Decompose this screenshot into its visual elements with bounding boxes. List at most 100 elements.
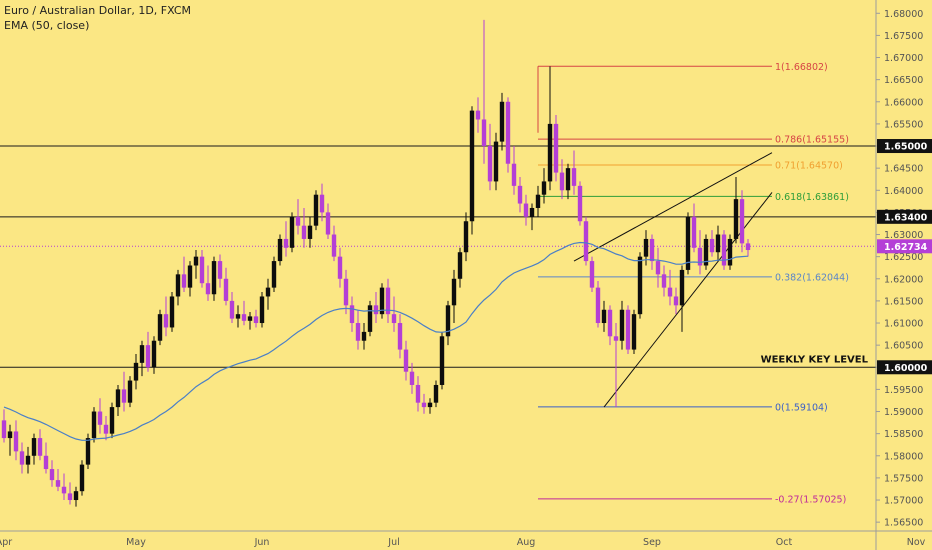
candle-body [235,314,241,319]
candle-body [343,278,349,306]
candle-body [157,314,163,341]
candle-body [721,234,727,266]
candle-body [367,305,373,332]
candle-body [499,101,505,142]
price-tags: 1.65000 1.63400 1.60000 1.62734 [877,139,932,375]
candle-body [193,256,199,266]
weekly-key-level-label: WEEKLY KEY LEVEL [761,354,869,365]
candle-body [649,238,655,262]
candle-body [727,238,733,266]
x-tick-label: Apr [0,537,12,548]
candle-body [589,261,595,288]
candle-body [85,438,91,465]
candle-body [247,316,253,321]
candle-body [61,486,67,494]
candle-body [625,309,631,350]
y-tick-label: 1.65500 [884,119,923,130]
candle-body [703,238,709,266]
candle-body [19,451,25,465]
chart-title: Euro / Australian Dollar, 1D, FXCM [4,4,192,17]
candle-body [331,234,337,257]
candle-body [199,256,205,284]
candle-body [253,316,259,324]
candle-body [325,212,331,235]
y-tick-label: 1.61000 [884,319,923,330]
candle-body [103,424,109,434]
candle-body [223,278,229,301]
candle-body [55,480,61,487]
y-tick-label: 1.66500 [884,75,923,86]
candle-body [559,172,565,191]
candle-body [535,194,541,208]
y-tick-label: 1.57000 [884,496,923,507]
y-tick-label: 1.62000 [884,274,923,285]
candle-body [427,402,433,408]
candle-body [655,261,661,275]
candle-body [283,238,289,248]
candle-body [313,194,319,226]
fib-level-label: 0(1.59104) [775,402,828,413]
candle-body [517,185,523,204]
candle-body [13,431,19,452]
candle-body [289,216,295,248]
candle-body [127,380,133,403]
candle-body [463,221,469,253]
candle-body [91,411,97,439]
candle-body [259,296,265,324]
chart-legend: Euro / Australian Dollar, 1D, FXCM EMA (… [4,3,191,33]
candle-body [439,336,445,385]
candle-body [601,309,607,324]
candle-body [505,101,511,164]
candle-body [49,469,55,481]
candle-body [595,287,601,324]
candle-body [37,438,43,456]
candle-body [43,455,49,470]
candle-body [181,274,187,288]
candle-body [541,181,547,195]
candle-body [301,225,307,239]
y-tick-label: 1.64000 [884,186,923,197]
candle-body [385,287,391,315]
candle-body [217,261,223,279]
candle-body [265,287,271,297]
candle-body [151,340,157,368]
y-tick-label: 1.64500 [884,164,923,175]
key-level-tag [877,209,932,224]
ema-line [3,241,749,441]
candle-body [7,431,13,439]
x-tick-label: May [126,537,146,548]
candle-body [241,314,247,321]
x-tick-label: Jul [387,537,399,548]
fib-level-label: 0.618(1.63861) [775,192,849,203]
candle-body [373,305,379,315]
candle-body [295,216,301,226]
candle-body [637,256,643,315]
fib-level-label: 0.71(1.64570) [775,161,843,172]
time-axis[interactable]: Apr May Jun Jul Aug Sep Oct Nov [0,537,926,548]
candle-body [349,305,355,324]
candle-body [187,265,193,288]
candle-body [565,168,571,191]
candle-body [337,256,343,279]
candle-body [571,168,577,186]
fibonacci-levels: 1(1.66802) 0.786(1.65155) 0.71(1.64570) 0.6… [537,62,849,505]
key-level-tag [877,139,932,154]
y-tick-label: 1.67000 [884,53,923,64]
candle-body [685,216,691,270]
candle-body [211,261,217,295]
candle-body [379,287,385,315]
x-tick-label: Jun [254,537,270,548]
y-tick-label: 1.59000 [884,407,923,418]
candle-body [451,278,457,306]
candle-body [547,123,553,182]
candle-body [715,234,721,253]
candle-body [583,221,589,262]
candle-body [115,389,121,408]
key-level-tag-label: 1.65000 [884,142,928,153]
candle-body [511,163,517,186]
candle-body [97,411,103,425]
candle-body [493,141,499,182]
candle-body [733,199,739,239]
x-tick-label: Sep [643,537,661,548]
